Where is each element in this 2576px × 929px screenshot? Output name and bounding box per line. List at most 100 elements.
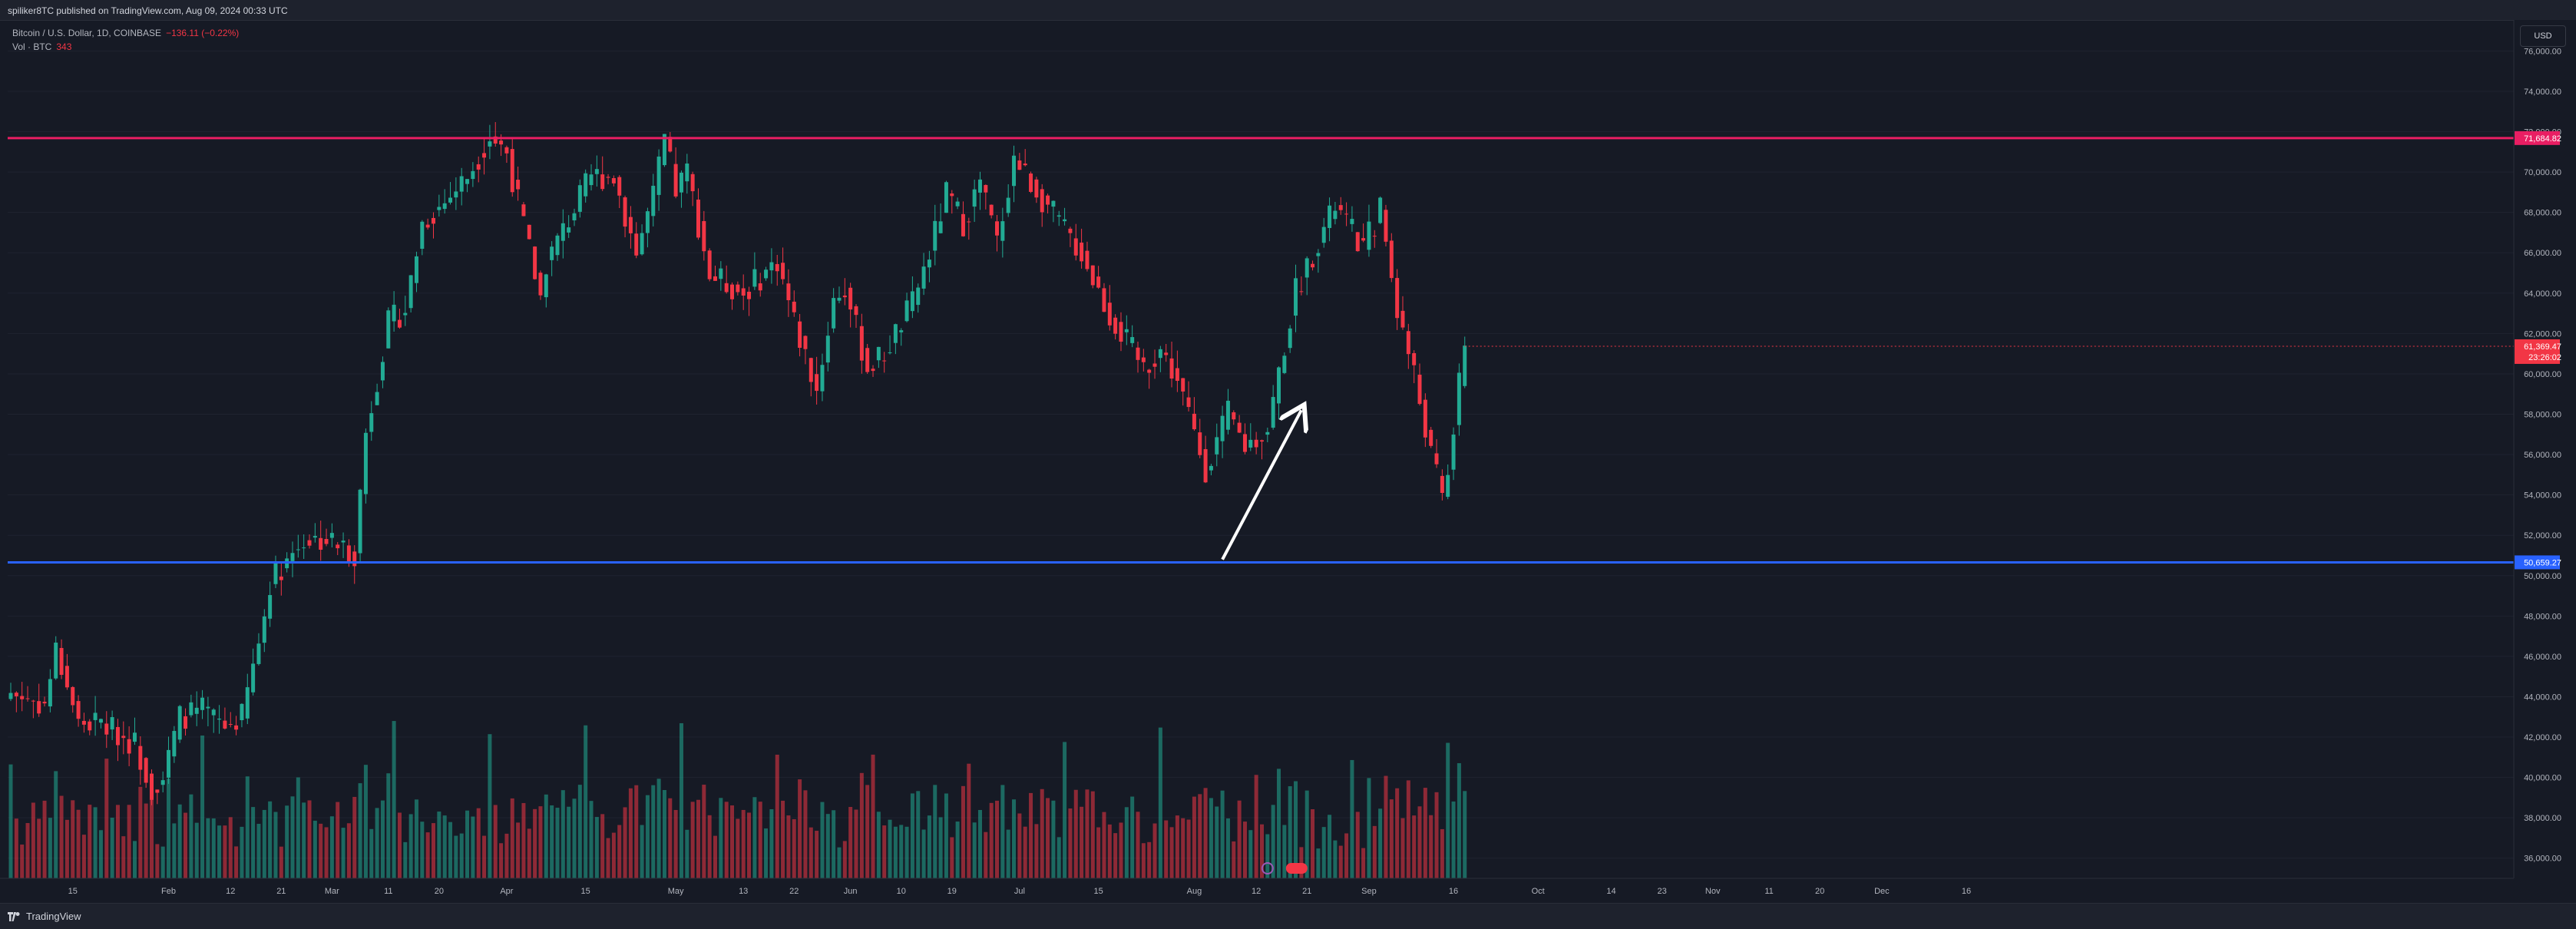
volume-bar <box>1378 808 1383 878</box>
volume-bar <box>685 829 689 878</box>
candle-body <box>104 723 109 735</box>
volume-bar <box>98 830 103 878</box>
candle-body <box>1429 429 1433 446</box>
candle-body <box>471 170 475 180</box>
candle-body <box>386 310 391 349</box>
candle-body <box>724 283 729 293</box>
volume-bar <box>916 791 921 878</box>
volume-bar <box>1412 815 1417 878</box>
volume-bar <box>803 790 808 878</box>
candle-body <box>893 324 898 343</box>
candle-body <box>1316 253 1321 256</box>
candle-body <box>93 712 98 720</box>
candle-body <box>1232 412 1236 420</box>
candle-body <box>668 137 673 152</box>
candle-body <box>1299 291 1304 293</box>
volume-bar <box>138 786 143 878</box>
volume-bar <box>1113 833 1118 878</box>
volume-bar <box>977 809 982 878</box>
currency-button[interactable]: USD <box>2520 25 2566 47</box>
candle-body <box>1192 413 1196 430</box>
candle-body <box>312 536 317 538</box>
volume-bar <box>1085 789 1090 878</box>
volume-label: Vol · BTC <box>12 41 52 52</box>
volume-bar <box>832 810 836 878</box>
candle-body <box>1338 205 1343 210</box>
volume-bar <box>189 794 193 878</box>
volume-bar <box>871 754 875 878</box>
volume-bar <box>1389 799 1394 878</box>
volume-bar <box>741 809 746 878</box>
volume-bar <box>448 822 453 878</box>
candle-body <box>64 666 69 688</box>
volume-bar <box>93 807 98 878</box>
price-tick-label: 52,000.00 <box>2524 531 2561 541</box>
candle-body <box>262 616 266 643</box>
volume-bar <box>668 798 673 878</box>
candle-body <box>1158 349 1162 359</box>
volume-bar <box>713 835 717 878</box>
candle-body <box>1080 242 1084 262</box>
volume-bar <box>302 802 306 878</box>
volume-bar <box>550 805 554 878</box>
candle-body <box>8 693 13 699</box>
candle-body <box>414 256 418 283</box>
volume-bar <box>262 809 266 878</box>
volume-bar <box>555 808 560 878</box>
candle-body <box>448 197 453 203</box>
candle-body <box>397 319 402 328</box>
volume-bar <box>719 798 723 878</box>
volume-bar <box>150 787 154 878</box>
candle-body <box>769 262 774 271</box>
volume-bar <box>121 836 126 878</box>
candle-body <box>651 185 656 217</box>
candle-body <box>1350 219 1354 224</box>
volume-bar <box>561 790 565 878</box>
price-tick-label: 58,000.00 <box>2524 411 2561 420</box>
volume-bar <box>432 823 435 878</box>
candle-body <box>1344 213 1349 215</box>
price-tick-label: 48,000.00 <box>2524 612 2561 621</box>
time-tick-label: 22 <box>789 887 799 896</box>
candle-body <box>228 724 233 726</box>
candle-body <box>567 227 571 233</box>
candle-body <box>927 260 931 268</box>
volume-bar <box>516 822 521 878</box>
price-tick-label: 56,000.00 <box>2524 451 2561 460</box>
volume-bar <box>521 802 526 878</box>
candle-body <box>775 263 779 272</box>
time-tick-label: 19 <box>947 887 957 896</box>
volume-bar <box>1423 788 1427 878</box>
candle-body <box>279 576 283 580</box>
volume-bar <box>538 806 543 878</box>
candle-body <box>31 700 35 702</box>
candle-body <box>184 716 188 729</box>
volume-bar <box>88 805 92 878</box>
candle-body <box>736 284 740 293</box>
time-tick-label: Apr <box>500 887 513 896</box>
candle-body <box>645 211 650 233</box>
volume-bar <box>1017 813 1022 878</box>
price-axis-bg <box>2514 20 2576 903</box>
candle-body <box>544 274 548 298</box>
candle-body <box>1406 331 1410 355</box>
tradingview-brand[interactable]: TradingView <box>8 911 81 922</box>
volume-bar <box>25 823 30 878</box>
time-tick-label: 12 <box>226 887 235 896</box>
candle-body <box>1463 345 1467 386</box>
candle-body <box>623 197 627 227</box>
volume-bar <box>256 824 261 878</box>
time-tick-label: 21 <box>276 887 286 896</box>
candle-body <box>177 706 182 740</box>
candle-body <box>1141 357 1146 362</box>
time-tick-label: Nov <box>1705 887 1721 896</box>
time-axis: 15 Feb 12 21 Mar 11 20 Apr 15 May 13 22 Jun 10 19 Jul 15… <box>0 862 2514 896</box>
time-tick-label: 15 <box>1093 887 1103 896</box>
volume-bar <box>442 815 447 878</box>
volume-bar <box>781 800 785 878</box>
volume-bar <box>865 785 870 878</box>
volume-bar <box>1254 775 1258 878</box>
volume-bar <box>177 804 182 878</box>
time-tick-label: 15 <box>581 887 590 896</box>
